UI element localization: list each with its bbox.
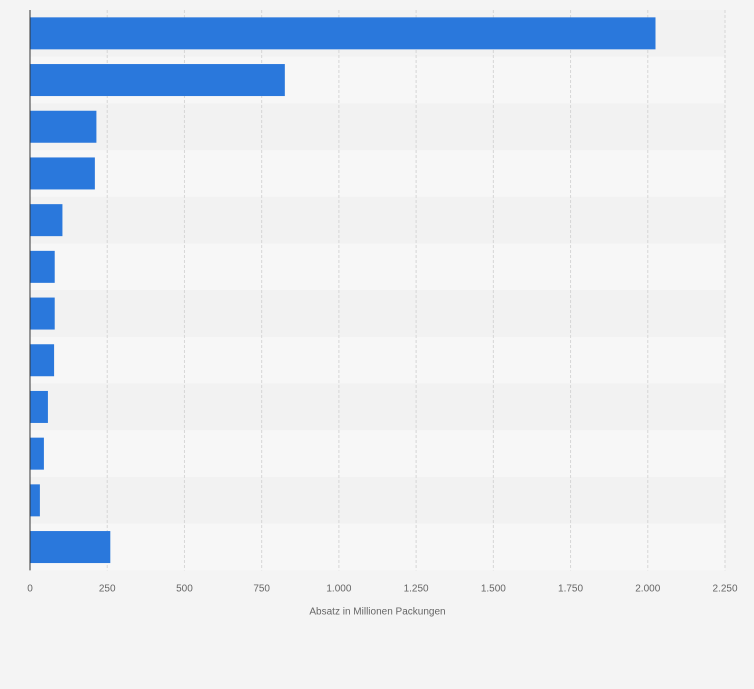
- row-band: [30, 523, 725, 571]
- x-tick-label: 2.250: [712, 583, 737, 594]
- row-band: [30, 383, 725, 431]
- row-band: [30, 150, 725, 197]
- bar: [30, 344, 55, 377]
- row-band: [30, 336, 725, 384]
- x-axis-title: Absatz in Millionen Packungen: [309, 606, 445, 617]
- row-band: [30, 477, 725, 524]
- bar: [30, 204, 63, 237]
- row-band: [30, 103, 725, 151]
- x-tick-label: 250: [99, 583, 116, 594]
- bar: [30, 437, 44, 470]
- row-band: [30, 243, 725, 291]
- bar: [30, 390, 48, 423]
- grid-lines: [106, 10, 726, 571]
- bar: [30, 297, 55, 330]
- bar: [30, 484, 40, 517]
- row-band: [30, 290, 725, 337]
- bar: [30, 17, 656, 50]
- bar: [30, 110, 97, 143]
- x-tick-label: 2.000: [635, 583, 660, 594]
- bar: [30, 250, 55, 283]
- x-tick-label: 500: [176, 583, 193, 594]
- bar: [30, 64, 285, 97]
- x-axis-ticks: 0 250 500 750 1.000 1.250 1.500 1.750 2.000 2.250: [27, 583, 738, 594]
- bar: [30, 531, 111, 564]
- bars: [30, 17, 656, 564]
- x-tick-label: 1.750: [558, 583, 583, 594]
- x-tick-label: 1.000: [326, 583, 351, 594]
- x-tick-label: 1.250: [404, 583, 429, 594]
- bar: [30, 157, 95, 190]
- row-band: [30, 196, 725, 244]
- x-tick-label: 1.500: [481, 583, 506, 594]
- row-bands: [30, 10, 725, 571]
- x-tick-label: 0: [27, 583, 33, 594]
- row-band: [30, 430, 725, 477]
- x-tick-label: 750: [253, 583, 270, 594]
